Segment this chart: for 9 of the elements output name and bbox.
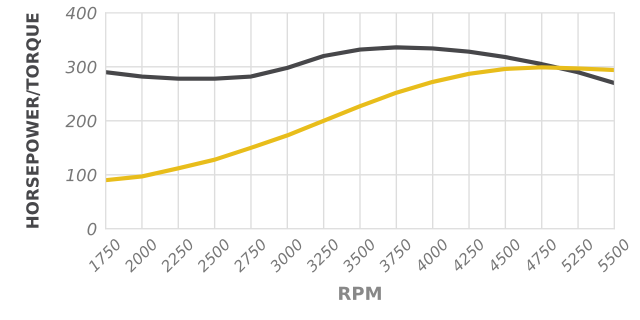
y-axis-title: HORSEPOWER/TORQUE [26, 14, 41, 228]
line-series [106, 45, 614, 86]
y-tick-label: 100 [66, 168, 96, 182]
y-tick-label: 300 [65, 60, 96, 74]
y-tick-label: 200 [66, 114, 96, 128]
line-series [106, 65, 614, 182]
y-tick-label: 400 [66, 6, 96, 20]
y-tick-label: 0 [87, 222, 96, 236]
x-axis-title: RPM [339, 286, 381, 300]
